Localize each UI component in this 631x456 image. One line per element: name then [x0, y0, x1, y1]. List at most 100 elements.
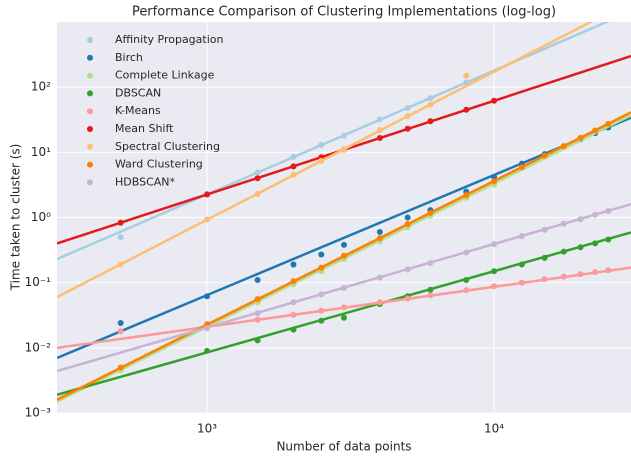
- point: [117, 328, 124, 335]
- point: [404, 113, 411, 120]
- point: [290, 171, 297, 178]
- point: [404, 214, 411, 221]
- chart-title: Performance Comparison of Clustering Imp…: [132, 5, 556, 20]
- legend-marker: [87, 126, 93, 132]
- point: [204, 347, 211, 354]
- y-tick-label: 10⁻²: [25, 340, 52, 354]
- point: [254, 276, 261, 283]
- fit-line: [57, 116, 631, 360]
- x-axis-label: Number of data points: [276, 440, 411, 454]
- point: [463, 276, 470, 283]
- point: [318, 291, 325, 298]
- point: [318, 264, 325, 271]
- legend-label: Ward Clustering: [115, 158, 203, 171]
- point: [518, 164, 525, 171]
- point: [427, 118, 434, 125]
- point: [404, 125, 411, 132]
- legend-label: Affinity Propagation: [115, 33, 224, 46]
- point: [341, 252, 347, 259]
- y-tick-label: 10⁰: [31, 210, 51, 224]
- point: [117, 261, 124, 268]
- point: [204, 191, 211, 198]
- y-tick-label: 10²: [31, 80, 51, 94]
- point: [290, 311, 297, 318]
- legend: Affinity Propagation Birch Complete Linkag…: [87, 33, 224, 188]
- point: [318, 157, 325, 164]
- point: [427, 260, 434, 267]
- legend-label: Spectral Clustering: [115, 140, 220, 153]
- point: [491, 173, 498, 180]
- point: [560, 143, 567, 150]
- point: [518, 233, 525, 240]
- point: [254, 337, 261, 344]
- point: [341, 241, 347, 248]
- point: [204, 293, 211, 300]
- point: [463, 106, 470, 113]
- point: [463, 72, 470, 79]
- point: [254, 190, 261, 197]
- point: [117, 219, 124, 226]
- point: [577, 244, 584, 251]
- y-tick-label: 10⁻³: [25, 406, 52, 420]
- y-tick-label: 10¹: [31, 145, 51, 159]
- point: [427, 286, 434, 293]
- point: [577, 271, 584, 278]
- fit-line: [57, 231, 631, 397]
- point: [427, 209, 434, 216]
- point: [463, 287, 470, 294]
- point: [518, 279, 525, 286]
- point: [404, 295, 411, 302]
- x-tick-label: 10⁴: [484, 422, 504, 436]
- point: [117, 364, 124, 371]
- point: [290, 163, 297, 170]
- point: [463, 192, 470, 199]
- point: [376, 127, 383, 134]
- point: [290, 299, 297, 306]
- point: [290, 261, 297, 268]
- point: [254, 175, 261, 182]
- point: [427, 292, 434, 299]
- point: [404, 266, 411, 273]
- point: [541, 276, 548, 283]
- point: [318, 251, 325, 258]
- point: [592, 269, 599, 276]
- legend-marker: [87, 54, 93, 61]
- point: [560, 273, 567, 280]
- point: [254, 310, 261, 317]
- point: [518, 261, 525, 268]
- point: [341, 146, 347, 153]
- point: [254, 316, 261, 323]
- point: [254, 169, 261, 176]
- point: [117, 320, 124, 327]
- point: [404, 221, 411, 228]
- point: [318, 307, 325, 314]
- point: [204, 325, 211, 332]
- point: [341, 284, 347, 291]
- point: [541, 254, 548, 261]
- point: [318, 317, 325, 324]
- legend-label: Complete Linkage: [115, 69, 215, 82]
- point: [560, 220, 567, 227]
- point: [605, 236, 612, 243]
- point: [592, 127, 599, 134]
- point: [254, 296, 261, 303]
- point: [290, 326, 297, 333]
- point: [541, 152, 548, 159]
- point: [491, 268, 498, 275]
- point: [376, 134, 383, 141]
- legend-label: Birch: [115, 51, 143, 64]
- point: [376, 235, 383, 242]
- legend-marker: [87, 161, 93, 168]
- point: [577, 134, 584, 141]
- point: [605, 267, 612, 274]
- point: [341, 132, 347, 139]
- point: [290, 153, 297, 160]
- point: [491, 241, 498, 248]
- point: [341, 314, 347, 321]
- point: [318, 141, 325, 148]
- point: [341, 304, 347, 311]
- point: [376, 274, 383, 281]
- legend-marker: [87, 72, 93, 79]
- legend-label: HDBSCAN*: [115, 175, 176, 188]
